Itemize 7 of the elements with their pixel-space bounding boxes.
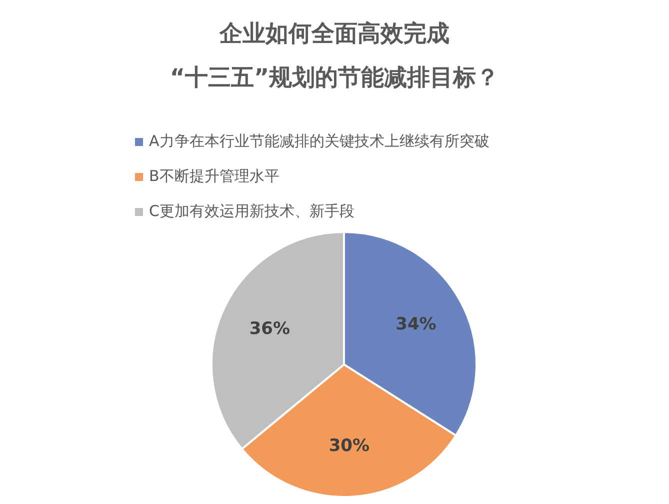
legend-label: C更加有效运用新技术、新手段 — [149, 202, 354, 221]
legend-label: B不断提升管理水平 — [149, 167, 280, 186]
chart-title: 企业如何全面高效完成 “十三五”规划的节能减排目标？ — [168, 20, 500, 93]
data-label: 34% — [396, 314, 436, 334]
legend-label: A力争在本行业节能减排的关键技术上继续有所突破 — [149, 132, 490, 151]
data-label: 30% — [328, 436, 370, 456]
data-label: 36% — [249, 318, 290, 339]
